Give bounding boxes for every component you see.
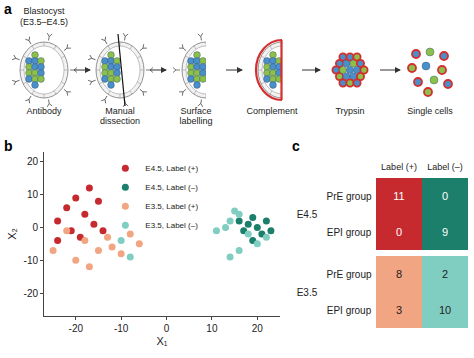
svg-text:-20: -20 — [24, 288, 39, 299]
svg-text:-10: -10 — [114, 323, 129, 334]
svg-text:-10: -10 — [24, 255, 39, 266]
svg-text:E3.5, Label (+): E3.5, Label (+) — [145, 202, 198, 211]
svg-text:Manualdissection: Manualdissection — [100, 106, 140, 126]
html-text:c: c — [292, 138, 300, 154]
svg-text:-20: -20 — [69, 323, 84, 334]
svg-text:E4.5, Label (–): E4.5, Label (–) — [145, 183, 198, 192]
svg-text:20: 20 — [252, 323, 264, 334]
html-text:3: 3 — [395, 304, 403, 316]
svg-text:Single cells: Single cells — [407, 106, 453, 116]
html-text:10: 10 — [438, 304, 452, 316]
svg-text:10: 10 — [27, 189, 39, 200]
html-text:PrE group: PrE group — [326, 190, 372, 202]
svg-text:(E3.5–E4.5): (E3.5–E4.5) — [20, 17, 68, 27]
svg-text:a: a — [4, 1, 12, 17]
svg-text:Complement: Complement — [246, 106, 298, 116]
html-text:EPI group: EPI group — [326, 226, 372, 238]
html-text:9: 9 — [441, 226, 449, 238]
html-text:0: 0 — [441, 190, 449, 202]
html-text:11: 11 — [393, 190, 405, 202]
html-text:2: 2 — [441, 268, 449, 280]
svg-text:E4.5, Label (+): E4.5, Label (+) — [145, 164, 198, 173]
svg-text:0: 0 — [164, 323, 170, 334]
svg-text:10: 10 — [206, 323, 218, 334]
svg-text:Blastocyst: Blastocyst — [23, 6, 65, 16]
html-text:PrE group: PrE group — [326, 268, 372, 280]
svg-text:X₁: X₁ — [156, 335, 167, 347]
svg-text:Surfacelabelling: Surfacelabelling — [179, 106, 212, 126]
html-text:EPI group: EPI group — [326, 304, 372, 316]
html-text:E3.5: E3.5 — [296, 286, 318, 298]
svg-text:Antibody: Antibody — [26, 106, 62, 116]
svg-text:X₂: X₂ — [6, 228, 18, 240]
svg-text:20: 20 — [27, 156, 39, 167]
svg-text:0: 0 — [32, 222, 38, 233]
html-text:0: 0 — [395, 226, 403, 238]
html-text:Label (–): Label (–) — [427, 162, 463, 172]
svg-text:E3.5, Label (–): E3.5, Label (–) — [145, 221, 198, 230]
html-text:8: 8 — [395, 268, 403, 280]
html-text:E4.5: E4.5 — [296, 208, 318, 220]
html-text:Label (+): Label (+) — [381, 162, 417, 172]
html-text:b: b — [4, 138, 13, 154]
svg-text:Trypsin: Trypsin — [335, 106, 364, 116]
